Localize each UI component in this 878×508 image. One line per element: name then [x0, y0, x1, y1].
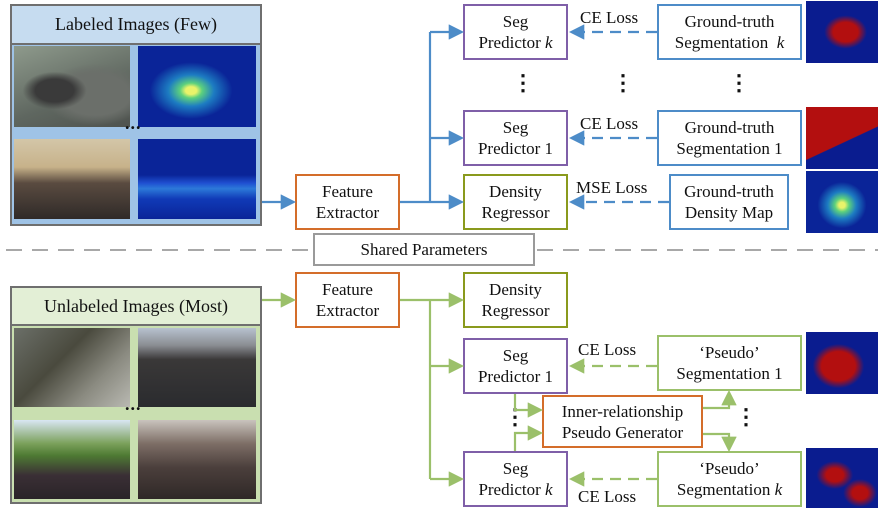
pseudo-segmentation-k: ‘Pseudo’ Segmentation k	[657, 451, 802, 507]
unlabeled-crowd-photo-2	[138, 328, 256, 407]
unlabeled-images-title: Unlabeled Images (Most)	[12, 288, 260, 326]
ce-loss-bottom-k: CE Loss	[578, 487, 637, 506]
ce-loss-top-1: CE Loss	[580, 114, 639, 133]
arrow-generator-to-pseudo-1	[703, 389, 737, 410]
seg-predictor-1-top: Seg Predictor 1	[463, 110, 568, 166]
labeled-crowd-photo-2	[14, 139, 130, 219]
labeled-density-map-2	[138, 139, 256, 219]
top-seg-ellipsis: ⋮	[512, 70, 535, 95]
ce-loss-bottom-1: CE Loss	[578, 340, 637, 359]
shared-parameters-box: Shared Parameters	[313, 233, 535, 266]
bottom-right-ellipsis: ⋮	[735, 404, 758, 429]
arrow-segk-to-generator	[513, 425, 544, 451]
unlabeled-more-dots: ...	[125, 394, 142, 414]
density-regressor-top: Density Regressor	[463, 174, 568, 230]
feature-extractor-bottom: Feature Extractor	[295, 272, 400, 328]
labeled-crowd-photo-1	[14, 46, 130, 127]
gt-seg-k-mask	[806, 1, 878, 63]
gt-segmentation-1: Ground-truth Segmentation 1	[657, 110, 802, 166]
inner-relationship-pseudo-generator: Inner-relationship Pseudo Generator	[542, 395, 703, 448]
labeled-more-dots: ...	[125, 113, 142, 133]
top-loss-ellipsis: ⋮	[612, 70, 635, 95]
arrow-seg1-to-generator	[513, 394, 544, 418]
mse-loss-top: MSE Loss	[576, 178, 648, 197]
gt-density-map-thumb	[806, 171, 878, 233]
gt-seg-1-mask	[806, 107, 878, 169]
labeled-images-title: Labeled Images (Few)	[12, 6, 260, 45]
ce-loss-top-k: CE Loss	[580, 8, 639, 27]
seg-predictor-k-bottom: Seg Predictor k	[463, 451, 568, 507]
unlabeled-crowd-photo-1	[14, 328, 130, 407]
unlabeled-crowd-photo-3	[14, 420, 130, 499]
pseudo-seg-k-mask	[806, 448, 878, 508]
gt-density-map: Ground-truth Density Map	[669, 174, 789, 230]
top-gt-ellipsis: ⋮	[728, 70, 751, 95]
gt-segmentation-k: Ground-truth Segmentation k	[657, 4, 802, 60]
unlabeled-crowd-photo-4	[138, 420, 256, 499]
labeled-density-map-1	[138, 46, 256, 127]
density-regressor-bottom: Density Regressor	[463, 272, 568, 328]
arrow-generator-to-pseudo-k	[703, 432, 737, 453]
pseudo-seg-1-mask	[806, 332, 878, 394]
